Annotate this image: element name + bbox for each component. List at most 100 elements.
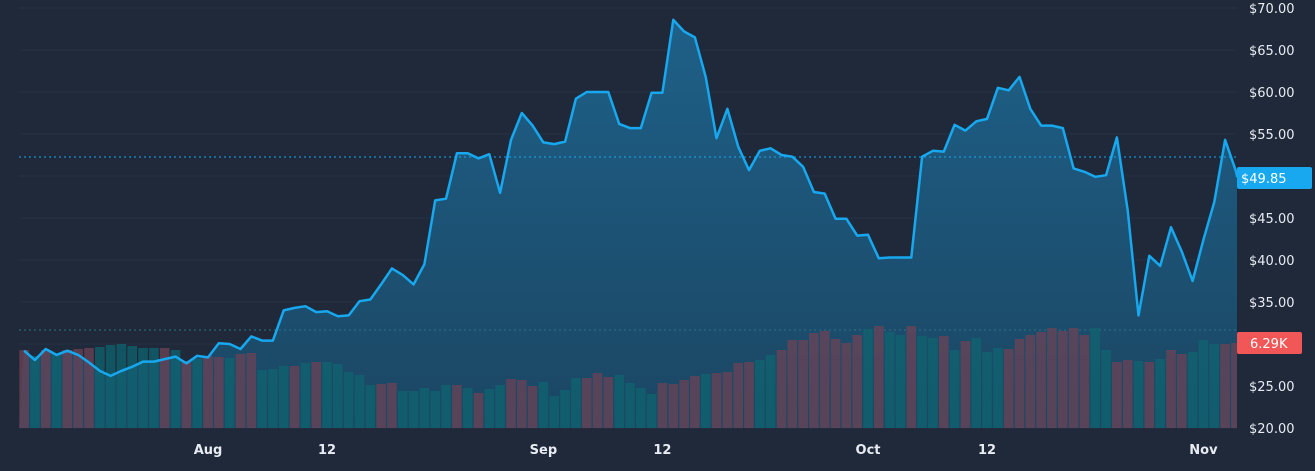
volume-bar [538, 382, 549, 428]
date-tick-label: Sep [530, 443, 558, 458]
volume-bar [62, 350, 73, 428]
volume-bar [354, 375, 365, 428]
volume-bar [452, 385, 462, 428]
volume-bar [278, 366, 289, 428]
price-tick-label: $25.00 [1249, 380, 1295, 395]
volume-bar [105, 345, 116, 428]
volume-bar [787, 340, 798, 428]
volume-badge: 6.29K [1237, 332, 1302, 354]
volume-bar [1144, 362, 1155, 428]
volume-bar [322, 362, 332, 428]
date-tick-label: 12 [978, 443, 996, 458]
volume-bar [690, 376, 700, 428]
volume-bar [127, 346, 137, 428]
volume-bar [1014, 339, 1025, 428]
volume-bar [495, 385, 505, 428]
volume-bar [852, 335, 862, 428]
price-tick-label: $55.00 [1249, 128, 1295, 143]
volume-bar [116, 344, 127, 428]
volume-bar [257, 370, 267, 428]
price-line [23, 18, 1237, 378]
volume-bar [1231, 343, 1237, 428]
volume-bar [971, 338, 981, 428]
volume-bar [138, 348, 148, 428]
volume-bar [365, 385, 376, 428]
time-axis[interactable]: Aug 12 Sep 12 Oct 12 Nov [194, 443, 1218, 458]
price-tick-label: $65.00 [1249, 44, 1295, 59]
volume-bar [397, 391, 408, 428]
volume-bar [733, 363, 743, 428]
volume-bar [960, 341, 971, 428]
volume-bar [906, 326, 917, 428]
price-tick-label: $70.00 [1249, 2, 1295, 17]
volume-bar [1198, 340, 1209, 428]
price-tick-label: $60.00 [1249, 86, 1295, 101]
volume-bar [917, 336, 927, 428]
volume-bar [300, 363, 311, 428]
date-tick-label: Aug [194, 443, 223, 458]
volume-bar [289, 366, 300, 428]
date-tick-label: 12 [318, 443, 336, 458]
volume-bar [506, 379, 516, 428]
volume-bar [765, 355, 776, 428]
volume-bar [1025, 335, 1036, 428]
volume-bar [73, 349, 83, 428]
volume-bar [441, 385, 451, 428]
price-tick-label: $35.00 [1249, 296, 1295, 311]
volume-bar [830, 339, 841, 428]
date-tick-label: 12 [653, 443, 671, 458]
volume-bar [776, 350, 787, 428]
volume-bar [722, 372, 733, 428]
volume-bar [809, 333, 819, 428]
volume-bar [1220, 344, 1230, 428]
volume-bar [1155, 359, 1165, 428]
volume-bar [473, 393, 484, 428]
volume-bar [214, 357, 224, 428]
volume-bar [484, 389, 495, 428]
volume-bar [949, 350, 960, 428]
volume-bar [1036, 332, 1046, 428]
volume-bar [581, 378, 592, 428]
volume-bar [982, 352, 992, 428]
volume-bar [333, 364, 343, 428]
last-price-label: $49.85 [1241, 172, 1287, 187]
volume-bar [657, 383, 668, 428]
volume-bar [203, 356, 213, 428]
volume-bar [668, 384, 679, 428]
volume-bar [1101, 350, 1111, 428]
volume-bar [1003, 349, 1014, 428]
volume-bar [159, 348, 170, 428]
volume-bar [928, 338, 938, 428]
volume-bar [625, 383, 635, 428]
last-price-badge: $49.85 [1237, 167, 1312, 189]
price-axis[interactable]: $70.00 $65.00 $60.00 $55.00 $45.00 $40.00 $35.… [1249, 2, 1295, 437]
volume-bar [1187, 352, 1198, 428]
volume-bar [841, 343, 852, 428]
volume-bar [939, 336, 949, 428]
volume-bar [603, 377, 614, 428]
volume-bar [170, 350, 181, 428]
volume-bar [192, 359, 202, 428]
volume-bar [1166, 350, 1176, 428]
volume-bar [430, 391, 440, 428]
volume-bar [311, 362, 321, 428]
volume-bar [874, 326, 884, 428]
volume-bar [1058, 331, 1068, 428]
volume-bar [1177, 354, 1187, 428]
volume-bar [1068, 328, 1079, 428]
volume-bar [387, 383, 397, 428]
volume-bar [343, 372, 354, 428]
volume-bar [419, 388, 430, 428]
volume-bar [181, 361, 192, 428]
volume-bar [993, 348, 1003, 428]
volume-bar [19, 350, 29, 428]
volume-bars [19, 326, 1237, 428]
price-area-fill [19, 19, 1237, 428]
volume-bar [895, 335, 906, 428]
volume-bar [549, 396, 559, 428]
volume-bar [51, 354, 62, 428]
volume-bar [1047, 328, 1057, 428]
volume-bar [592, 373, 603, 428]
price-tick-label: $40.00 [1249, 254, 1295, 269]
